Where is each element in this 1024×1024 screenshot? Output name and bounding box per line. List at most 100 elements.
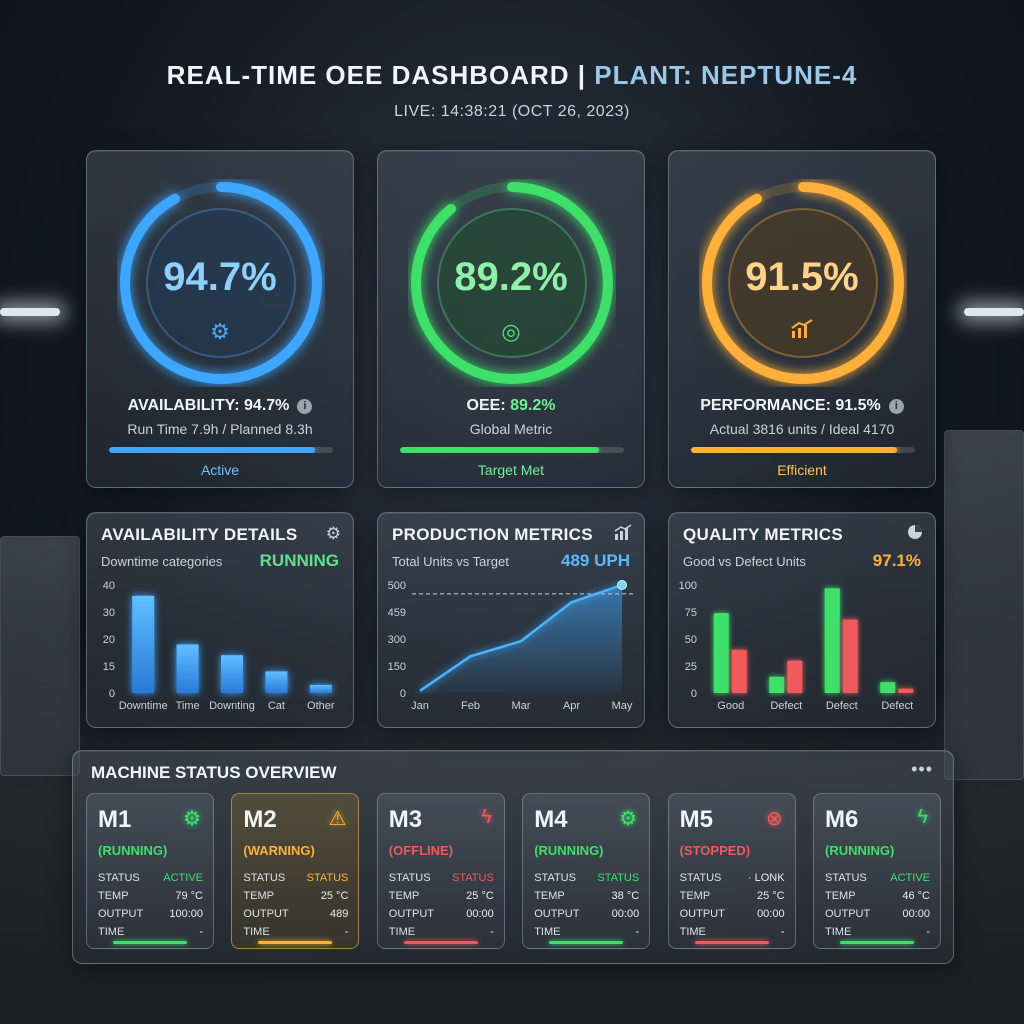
machine-card-m2[interactable]: M2 ⚠ (WARNING) STATUS STATUS TEMP 25 °C OUTPUT 4… [231,793,360,949]
x-tick-label: Defect [826,700,858,712]
oee-value: 89.2% [454,255,568,299]
oee-label: OEE: 89.2% [378,397,644,415]
y-tick-label: 150 [388,661,406,673]
machine-row-status: STATUS STATUS [243,869,348,887]
lightning-icon: ϟ [481,806,492,828]
row-value: - [490,926,494,938]
machine-row-status: STATUS ACTIVE [825,869,930,887]
machine-card-m6[interactable]: M6 ϟ (RUNNING) STATUS ACTIVE TEMP 46 °C OUTPUT 0… [813,793,941,949]
machine-card-m5[interactable]: M5 ⊗ (STOPPED) STATUS · LONK TEMP 25 °C OUTPUT 0… [667,793,796,949]
machine-name: M4 [534,806,568,833]
machine-row-time: TIME - [243,923,348,941]
gear-icon: ⚙ [210,319,230,344]
y-tick-label: 50 [685,634,697,646]
gear-icon[interactable]: ⚙ [325,524,341,543]
machine-row-status: STATUS STATUS [389,869,494,887]
x-tick-label: Other [307,700,335,712]
title-plant: PLANT: NEPTUNE-4 [594,60,858,90]
defect-units-bar [898,688,914,693]
info-icon[interactable]: i [888,399,904,414]
running-badge: RUNNING [259,551,339,570]
y-tick-label: 500 [388,580,406,592]
title-main: REAL-TIME OEE DASHBOARD | [166,60,595,90]
gear-icon: ⚙ [183,808,201,830]
dashboard-header: REAL-TIME OEE DASHBOARD | PLANT: NEPTUNE… [0,60,1024,121]
production-point [617,580,627,590]
row-value: STATUS [306,872,349,884]
oee-card[interactable]: 89.2% ◎ OEE: 89.2% Global Metric Target … [377,150,645,488]
row-label: STATUS [534,872,576,884]
row-value: STATUS [597,872,640,884]
x-tick-label: Cat [268,700,285,712]
quality-metrics-panel[interactable]: QUALITY METRICS Good vs Defect Units 97.… [668,512,936,728]
y-tick-label: 75 [685,607,697,619]
chart-up-icon[interactable] [614,524,632,545]
machine-name: M2 [243,806,277,833]
machine-stats: STATUS ACTIVE TEMP 79 °C OUTPUT 100:00 TIME - [98,869,203,941]
availability-details-subtitle: Downtime categories [101,554,223,569]
y-tick-label: 0 [691,688,697,700]
availability-details-panel[interactable]: AVAILABILITY DETAILS ⚙ Downtime categori… [86,512,354,728]
row-value: - [344,926,349,938]
performance-card[interactable]: 91.5% PERFORMANCE: 91.5% i Actual 3816 un… [668,150,936,488]
row-label: OUTPUT [825,908,871,920]
machine-row-temp: TEMP 46 °C [825,887,930,905]
oee-progress-fill [400,447,600,453]
row-value: 25 °C [320,890,349,902]
production-area [420,585,622,693]
row-label: TIME [825,926,852,938]
row-value: 46 °C [902,890,930,902]
factory-machine [0,536,80,776]
machine-stats: STATUS STATUS TEMP 25 °C OUTPUT 489 TIME - [243,869,348,941]
x-tick-label: Defect [881,700,913,712]
availability-gauge [120,182,322,384]
machine-row-status: STATUS · LONK [680,869,785,887]
availability-status: Active [200,462,240,478]
machine-row-output: OUTPUT 489 [243,905,348,923]
info-icon[interactable]: i [297,399,313,414]
y-tick-label: 100 [679,580,697,592]
machine-status-line [403,941,478,944]
good-units-bar [769,676,785,693]
row-label: STATUS [825,872,867,884]
machine-name: M3 [388,806,423,833]
performance-progress [691,447,915,453]
performance-value: 91.5% [745,255,859,299]
machine-state: (RUNNING) [825,843,895,858]
machine-name: M1 [98,806,132,833]
machine-status-title: MACHINE STATUS OVERVIEW [91,763,337,782]
oee-progress [400,447,624,453]
row-value: ACTIVE [163,872,203,884]
performance-label-text: PERFORMANCE: 91.5% [700,397,881,414]
row-value: - [635,926,640,938]
x-tick-label: Mar [512,700,531,712]
machine-row-temp: TEMP 38 °C [534,887,639,905]
downtime-bar-chart: 40 30 20 15 0 Downtime Time Downting Cat Other [103,580,335,712]
more-options-icon[interactable]: ••• [911,759,933,779]
production-line-chart: 500 459 300 150 0 Jan Feb Mar Apr May [388,580,634,712]
machine-stats: STATUS · LONK TEMP 25 °C OUTPUT 00:00 TIME - [680,869,785,941]
machine-row-output: OUTPUT 00:00 [534,905,639,923]
production-metrics-panel[interactable]: PRODUCTION METRICS Total Units vs Target… [377,512,645,728]
machine-status-line [258,941,333,944]
pie-chart-icon[interactable] [907,524,923,545]
machine-card-m1[interactable]: M1 ⚙ (RUNNING) STATUS ACTIVE TEMP 79 °C OUTPUT 1… [86,793,214,949]
machine-status-line [549,941,624,944]
availability-card[interactable]: 94.7% ⚙ AVAILABILITY: 94.7% i Run Time 7.… [86,150,354,488]
machine-card-m4[interactable]: M4 ⚙ (RUNNING) STATUS STATUS TEMP 38 °C OUTPUT 0… [522,793,651,949]
machine-name: M5 [679,806,713,833]
chart-up-icon [669,319,935,344]
defect-units-bar [787,660,803,693]
machine-row-time: TIME - [534,923,639,941]
row-value: ACTIVE [890,872,930,884]
good-units-bar [880,682,896,693]
machine-row-time: TIME - [825,923,930,941]
oee-gauge [411,182,613,384]
ceiling-light [964,308,1024,316]
downtime-bar [132,595,155,693]
machine-state: (RUNNING) [98,843,168,858]
machine-card-m3[interactable]: M3 ϟ (OFFLINE) STATUS STATUS TEMP 25 °C OUTPUT 0… [376,793,505,949]
row-label: TIME [388,926,416,938]
production-line [419,583,623,692]
oee-label-value: 89.2% [510,397,556,414]
